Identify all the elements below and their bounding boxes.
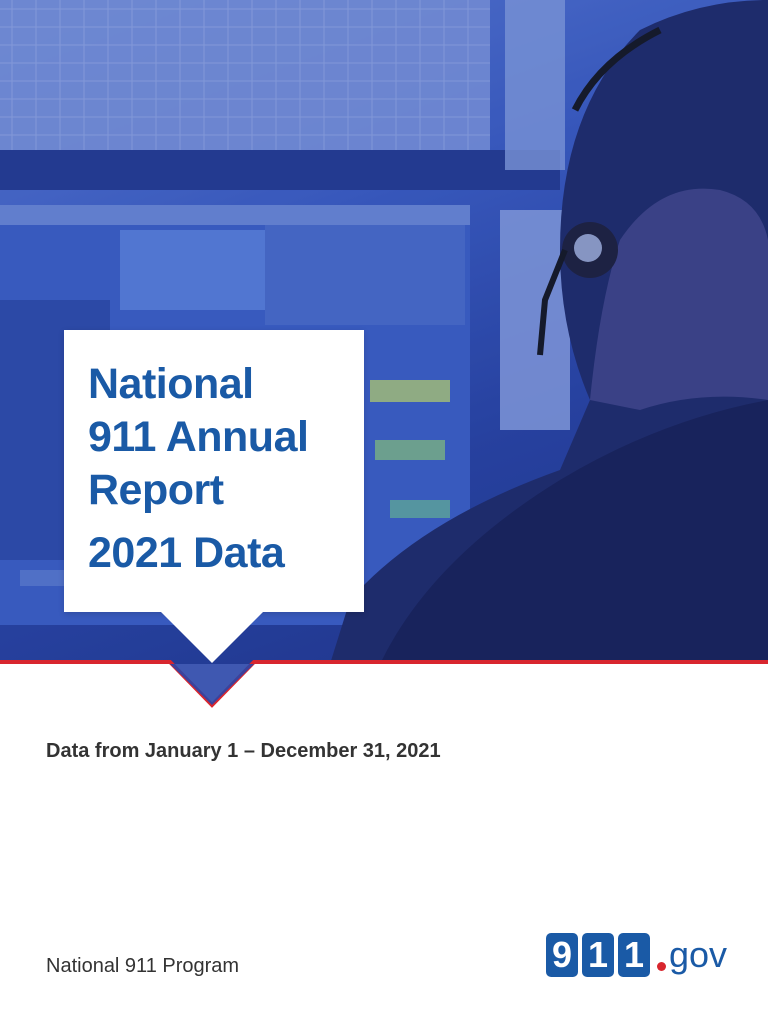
title-line-2: 911 Annual bbox=[88, 413, 309, 461]
red-accent-line bbox=[0, 660, 768, 708]
title-card: National 911 Annual Report 2021 Data bbox=[64, 330, 364, 612]
logo-gov-text: gov bbox=[669, 934, 728, 975]
program-name: National 911 Program bbox=[46, 955, 240, 977]
hero-photo bbox=[0, 0, 768, 664]
title-line-3: Report bbox=[88, 466, 224, 514]
date-range: Data from January 1 – December 31, 2021 bbox=[46, 740, 441, 762]
911-gov-logo[interactable]: 9 1 1 gov bbox=[546, 932, 727, 978]
title-line-1: National bbox=[88, 360, 254, 408]
logo-red-dot bbox=[657, 961, 666, 971]
title-year: 2021 Data bbox=[88, 529, 285, 577]
logo-digit-1a: 1 bbox=[582, 933, 614, 977]
title-card-pointer bbox=[160, 611, 264, 663]
logo-digit-1b: 1 bbox=[618, 933, 650, 977]
logo-digit-9: 9 bbox=[546, 933, 578, 977]
